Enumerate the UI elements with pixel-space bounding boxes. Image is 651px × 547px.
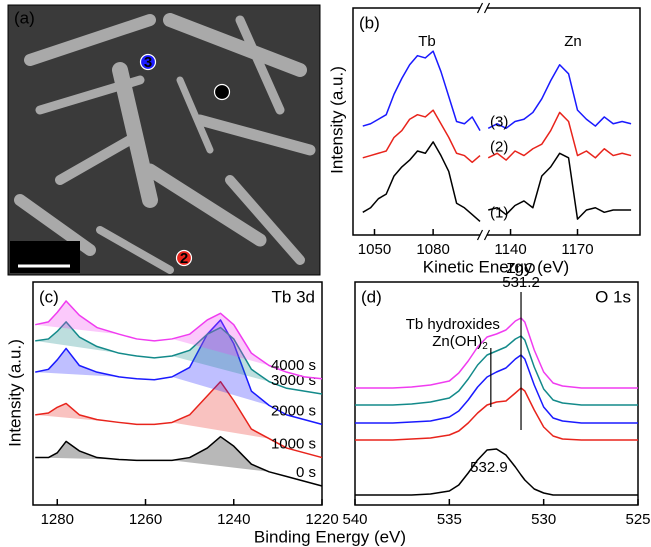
image-frame: [7, 4, 321, 276]
series-label: 2000 s: [271, 402, 316, 419]
peak-shade: [171, 319, 270, 406]
spectrum-line: [355, 387, 638, 441]
peak-annotation: 531.2: [502, 274, 540, 291]
marker-label: 2: [180, 250, 188, 267]
axis-break: [476, 229, 484, 241]
peak-annotation: Zn(OH)2: [432, 333, 488, 352]
peak-annotation: Tb hydroxides: [406, 316, 500, 333]
plot-frame: [352, 7, 641, 236]
x-tick-label: 525: [625, 511, 650, 528]
panel-label: (c): [39, 287, 59, 306]
axis-break-gap: [480, 6, 487, 10]
x-tick-label: 1050: [358, 241, 391, 258]
series-label: 1000 s: [271, 436, 316, 453]
peak-annotation: Zn: [564, 33, 582, 50]
x-axis-title: Binding Energy (eV): [254, 527, 406, 546]
series-label: 0 s: [296, 464, 316, 481]
spectrum-line: [35, 380, 323, 459]
panel-label: (b): [359, 13, 380, 32]
spectrum-line: [362, 141, 632, 222]
panel-label: (a): [14, 8, 35, 27]
panel-title: Tb 3d: [272, 287, 315, 306]
panel-label: (d): [361, 287, 382, 306]
x-tick-label: 540: [342, 511, 367, 528]
peak-shade: [35, 441, 120, 460]
x-tick-label: 535: [437, 511, 462, 528]
spectrum-line: [35, 319, 323, 426]
series-label: (1): [490, 204, 508, 221]
marker: [139, 53, 157, 71]
series-label: (2): [490, 139, 508, 156]
peak-annotation: ZnO: [506, 260, 535, 277]
annotation-text: Zn(OH): [432, 333, 482, 350]
peak-shade: [171, 381, 270, 439]
marker-label: 3: [144, 54, 152, 71]
spectrum-line: [35, 300, 323, 380]
x-tick-label: 1170: [561, 241, 593, 258]
marker: [213, 83, 231, 101]
spectrum-line: [35, 321, 323, 395]
peak-annotation: Tb: [418, 33, 436, 50]
axis-break: [483, 2, 491, 14]
peak-annotation: 532.9: [470, 459, 508, 476]
x-axis-title: Kinetic Energy (eV): [423, 257, 569, 276]
scale-bar-bg: [10, 241, 80, 273]
axis-break-gap: [480, 233, 487, 237]
axis-break: [476, 2, 484, 14]
spectrum-line: [362, 50, 632, 131]
x-tick-label: 1220: [305, 511, 338, 528]
plot-frame: [354, 281, 639, 506]
spectrum-line: [35, 435, 323, 487]
sem-image: [7, 4, 321, 276]
spectrum-line: [355, 448, 638, 496]
spectrum-line: [362, 109, 632, 164]
x-tick-label: 1260: [129, 511, 162, 528]
peak-shade: [35, 300, 120, 335]
panel-title: O 1s: [595, 287, 631, 306]
x-tick-label: 1240: [217, 511, 250, 528]
marker: [175, 249, 193, 267]
series-label: (3): [490, 114, 508, 131]
spectrum-line: [355, 317, 638, 389]
annotation-subscript: 2: [482, 341, 488, 352]
y-axis-title: Intensity (a.u.): [327, 66, 346, 174]
nanoplates: [14, 13, 316, 274]
x-tick-label: 530: [531, 511, 556, 528]
scale-bar-label: 500 nm: [18, 242, 68, 259]
y-axis-title: Intensity (a.u.): [5, 339, 24, 447]
spectrum-line: [355, 335, 638, 406]
x-tick-label: 1140: [494, 241, 526, 258]
spectrum-line: [355, 354, 638, 424]
peak-shade: [171, 436, 270, 472]
peak-shade: [171, 313, 270, 366]
peak-shade: [171, 327, 270, 382]
marker-label: 1: [218, 84, 226, 101]
series-label: 4000 s: [271, 357, 316, 374]
x-tick-label: 1280: [41, 511, 74, 528]
x-tick-label: 1080: [416, 241, 449, 258]
axis-break: [483, 229, 491, 241]
peak-shade: [35, 321, 120, 354]
